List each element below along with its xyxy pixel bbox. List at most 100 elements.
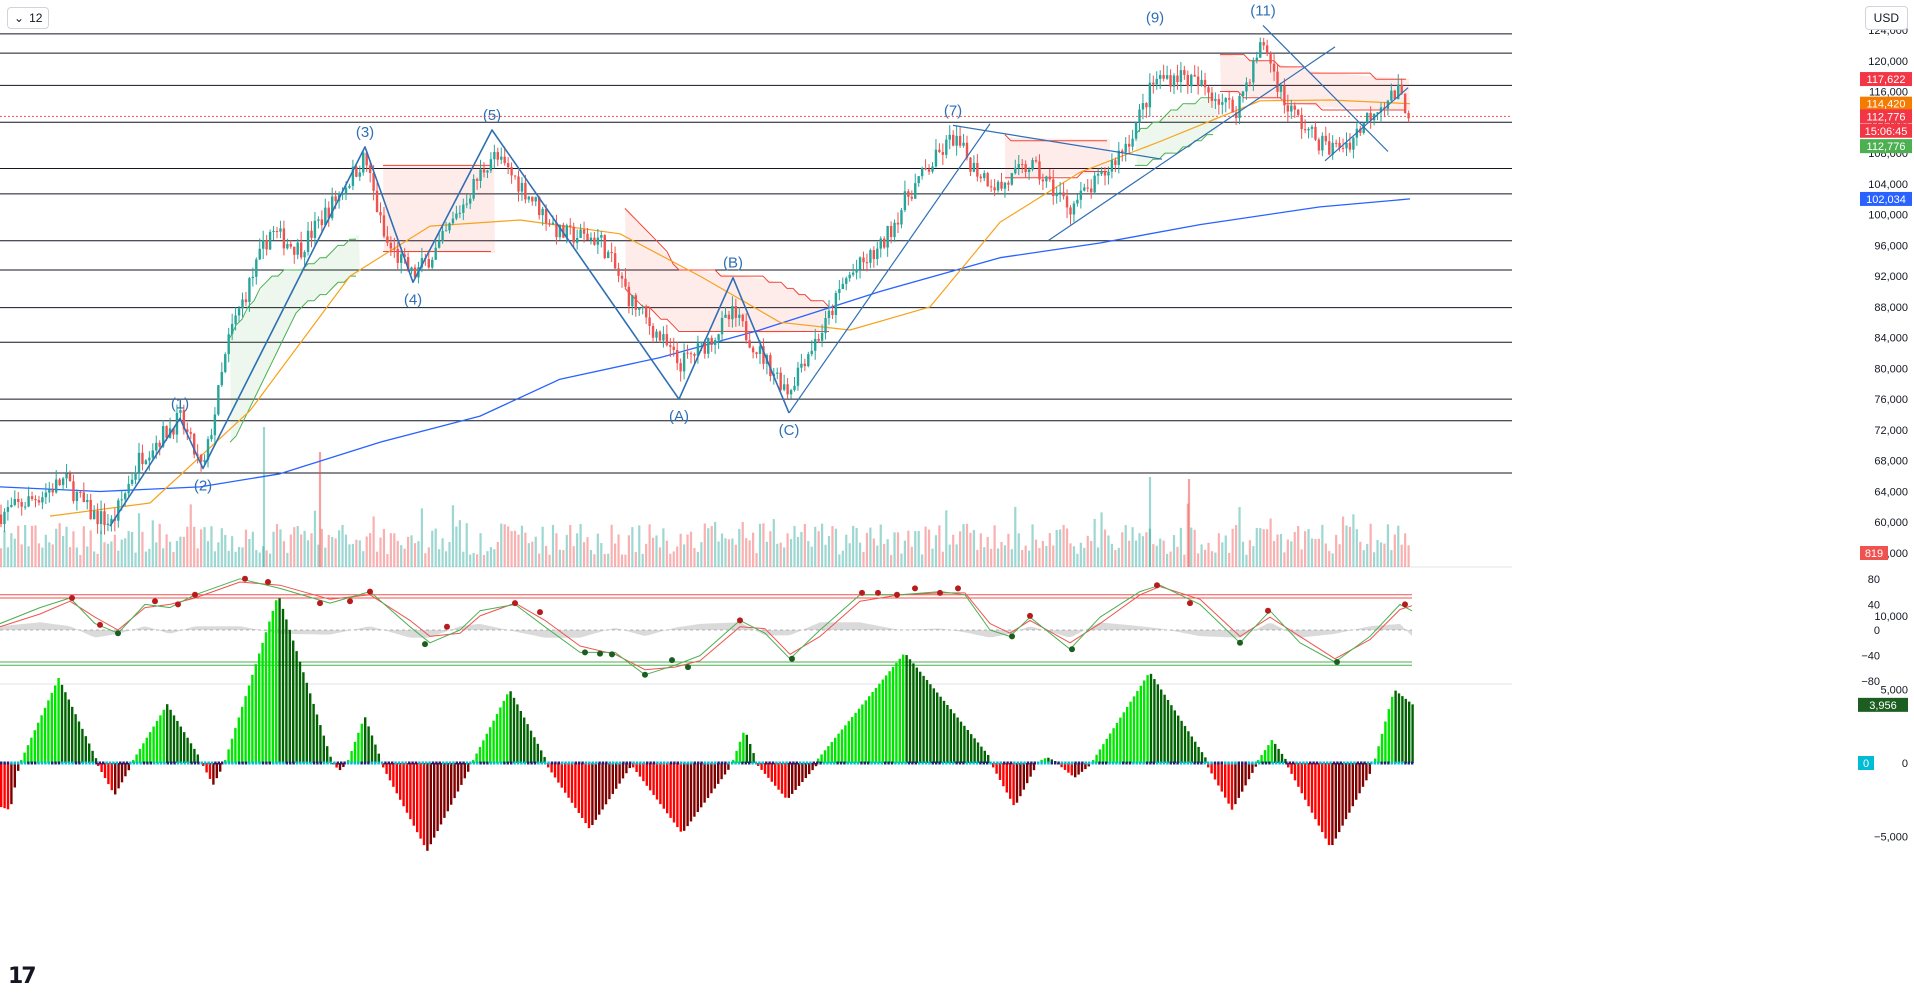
zero-cross-marker [452, 761, 455, 765]
hist-bar [103, 763, 107, 779]
zero-cross-marker [17, 761, 20, 765]
candle-body [310, 230, 313, 238]
hist-bar [693, 763, 696, 817]
volume-bar [1017, 533, 1020, 567]
zero-cross-marker [1074, 761, 1077, 765]
hist-bar [791, 763, 794, 794]
hist-bar [868, 696, 871, 763]
candle-body [520, 182, 524, 192]
volume-bar [1266, 529, 1269, 567]
zero-cross-marker [962, 761, 965, 765]
price-axis[interactable]: 124,000120,000116,000112,000108,000104,0… [1512, 0, 1914, 995]
zero-cross-marker [74, 761, 78, 765]
volume-bar [496, 541, 499, 567]
hist-bar [516, 704, 519, 763]
volume-bar [786, 533, 789, 567]
volume-bar [1038, 548, 1041, 567]
hist-bar [547, 763, 550, 768]
volume-spike [1148, 477, 1152, 567]
hist-bar [1260, 755, 1263, 763]
volume-bar [827, 536, 831, 567]
hist-bar [1067, 763, 1070, 773]
volume-bar [1117, 547, 1120, 567]
candle-body [679, 363, 682, 372]
candle-body [1138, 109, 1141, 123]
hist-bar [570, 763, 574, 803]
candle-body [1348, 142, 1352, 150]
hist-value-label: 3,956 [1869, 700, 1897, 712]
zero-cross-marker [1339, 761, 1342, 765]
zero-cross-marker [397, 761, 401, 765]
volume-bar [89, 530, 92, 567]
volume-bar [1210, 551, 1214, 567]
zero-cross-marker [724, 761, 727, 765]
zero-cross-marker [1111, 761, 1115, 765]
hist-bar [980, 746, 983, 763]
volume-bar [1007, 533, 1010, 567]
cloud-fill [1135, 96, 1218, 168]
candle-body [344, 187, 348, 194]
zero-cross-marker [683, 761, 686, 765]
volume-bar [37, 543, 41, 567]
zero-cross-marker [241, 761, 244, 765]
volume-bar [1248, 540, 1251, 567]
candle-body [10, 504, 13, 508]
hist-bar [329, 756, 332, 763]
volume-bar [417, 541, 420, 567]
zero-cross-marker [778, 761, 781, 765]
hist-bar [67, 699, 70, 763]
hist-bar [1060, 763, 1063, 768]
candle-body [386, 236, 389, 243]
candle-body [782, 384, 786, 390]
zero-cross-marker [193, 761, 197, 765]
zero-cross-marker [537, 761, 540, 765]
trend-line [1047, 46, 1336, 242]
hist-bar [426, 763, 429, 851]
zero-cross-marker [510, 761, 513, 765]
candle-body [141, 452, 144, 464]
hist-bar [922, 675, 925, 763]
volume-bar [1141, 536, 1145, 567]
volume-bar [151, 520, 154, 567]
hist-bar [1200, 752, 1204, 763]
hist-bar [567, 763, 570, 798]
volume-bar [155, 542, 158, 567]
volume-bar [845, 534, 848, 567]
currency-selector[interactable]: USD [1864, 6, 1908, 30]
zero-cross-marker [1281, 761, 1285, 765]
candle-body [872, 250, 876, 260]
volume-bar [62, 536, 65, 567]
zero-cross-marker [1064, 761, 1067, 765]
osc-cross-dot [242, 575, 248, 582]
hist-bar [683, 763, 686, 831]
volume-bar [182, 536, 185, 567]
candle-body [917, 176, 920, 184]
zero-cross-marker [911, 761, 914, 765]
hist-bar [581, 763, 584, 818]
zero-cross-marker [1173, 761, 1176, 765]
zero-cross-marker [625, 761, 628, 765]
hist-bar [1183, 726, 1187, 763]
volume-bar [6, 547, 9, 567]
volume-bar [3, 530, 6, 567]
candle-body [658, 331, 662, 341]
candle-body [65, 473, 68, 479]
zero-cross-marker [214, 761, 217, 765]
candle-body [565, 225, 568, 238]
hist-bar [1374, 758, 1377, 763]
zero-cross-marker [734, 761, 737, 765]
hist-bar [285, 619, 288, 763]
zero-cross-marker [493, 761, 496, 765]
candle-body [717, 334, 720, 341]
osc-cross-dot [912, 585, 918, 592]
zero-cross-marker [1217, 761, 1220, 765]
zero-cross-marker [1404, 761, 1407, 765]
zero-cross-marker [618, 761, 622, 765]
hist-bar [219, 763, 222, 772]
candle-body [503, 156, 506, 164]
zero-cross-marker [1411, 761, 1414, 765]
osc-cross-dot [512, 600, 518, 607]
hist-bar [679, 763, 682, 832]
collapse-indicators-button[interactable]: ⌄ 12 [7, 7, 50, 29]
